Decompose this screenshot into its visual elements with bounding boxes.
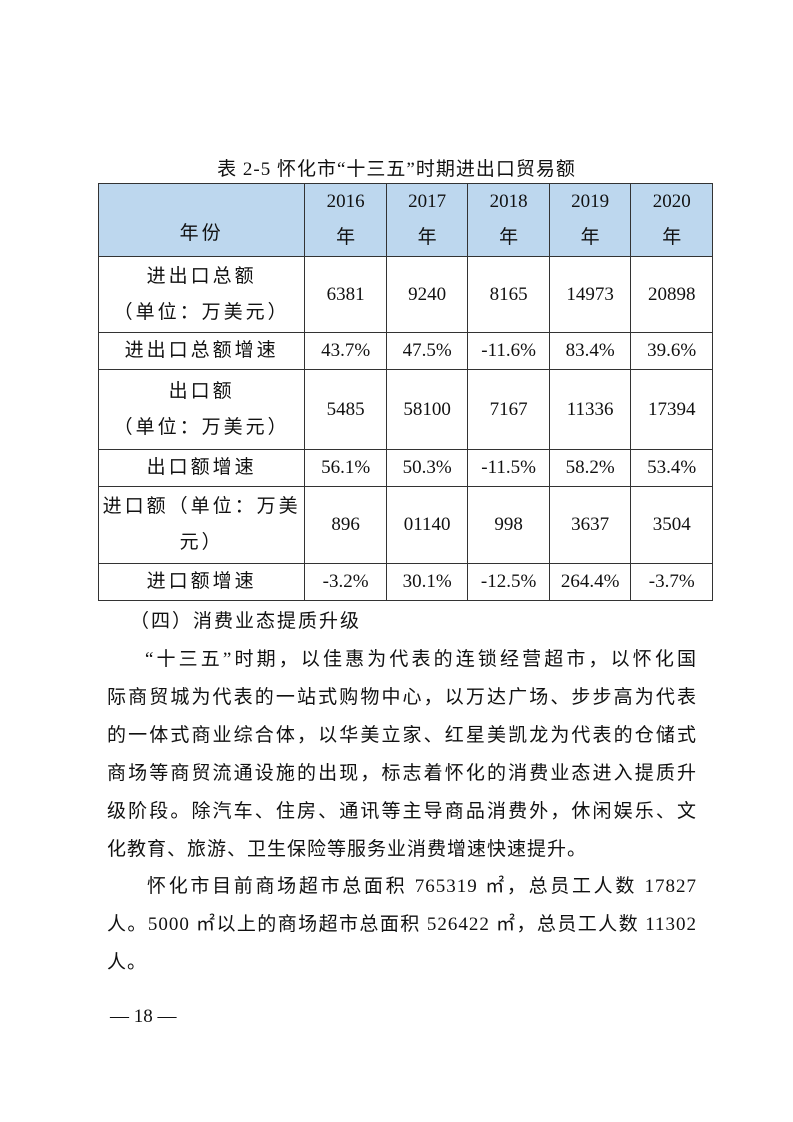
table-cell: 50.3% (385, 449, 469, 487)
row-label-line: 出口额增速 (146, 457, 257, 478)
header-year: 2018 年 (467, 183, 550, 257)
table-cell: -11.6% (467, 332, 550, 370)
table-row: 进出口总额 （单位：万美元） 6381 9240 8165 14973 20898 (97, 256, 713, 333)
table-cell: 30.1% (385, 563, 469, 601)
page-number: — 18 — (110, 1006, 177, 1027)
header-label: 年份 (97, 183, 306, 257)
row-label: 进口额（单位：万美 元） (97, 486, 306, 564)
table-cell: 9240 (385, 256, 469, 333)
row-label: 进出口总额增速 (97, 332, 306, 370)
table-cell: 998 (467, 486, 550, 564)
table-cell: 20898 (630, 256, 713, 333)
header-year: 2020 年 (630, 183, 713, 257)
table-cell: 5485 (304, 369, 387, 450)
header-year: 2016 年 (304, 183, 387, 257)
table-cell: 3504 (630, 486, 713, 564)
table-cell: 39.6% (630, 332, 713, 370)
table-cell: 896 (304, 486, 387, 564)
table-cell: 56.1% (304, 449, 387, 487)
table-row: 进口额增速 -3.2% 30.1% -12.5% 264.4% -3.7% (97, 563, 713, 601)
table-cell: 14973 (548, 256, 632, 333)
table-header-row: 年份 2016 年 2017 年 2018 年 2019 年 2020 年 (97, 183, 713, 257)
row-label-line: 进出口总额 (146, 265, 257, 287)
table-cell: 83.4% (548, 332, 632, 370)
row-label: 进出口总额 （单位：万美元） (97, 256, 306, 333)
table-cell: 11336 (548, 369, 632, 450)
table-cell: -11.5% (467, 449, 550, 487)
table-cell: 58.2% (548, 449, 632, 487)
row-label-line: 进出口总额增速 (124, 340, 279, 361)
paragraph-line: 级阶段。除汽车、住房、通讯等主导商品消费外，休闲娱乐、文 (107, 801, 697, 822)
paragraph-line: 怀化市目前商场超市总面积 765319 ㎡，总员工人数 17827 (147, 876, 697, 897)
table-cell: 3637 (548, 486, 632, 564)
table-cell: 6381 (304, 256, 387, 333)
row-label: 出口额 （单位：万美元） (97, 369, 306, 450)
table-row: 出口额 （单位：万美元） 5485 58100 7167 11336 17394 (97, 369, 713, 450)
table-cell: -3.2% (304, 563, 387, 601)
paragraph-line: 的一体式商业综合体，以华美立家、红星美凯龙为代表的仓储式 (107, 725, 697, 746)
table-row: 进出口总额增速 43.7% 47.5% -11.6% 83.4% 39.6% (97, 332, 713, 370)
row-label-line: 进口额（单位：万美 (102, 496, 301, 517)
row-label-line: 进口额增速 (146, 571, 257, 592)
table-cell: 264.4% (548, 563, 632, 601)
table-cell: 43.7% (304, 332, 387, 370)
trade-table: 年份 2016 年 2017 年 2018 年 2019 年 2020 年 进出口总额 （单… (97, 183, 713, 601)
row-label: 出口额增速 (97, 449, 306, 487)
table-cell: -12.5% (467, 563, 550, 601)
header-year: 2017 年 (385, 183, 469, 257)
table-row: 进口额（单位：万美 元） 896 01140 998 3637 3504 (97, 486, 713, 564)
row-label: 进口额增速 (97, 563, 306, 601)
paragraph-line: “十三五”时期，以佳惠为代表的连锁经营超市，以怀化国 (145, 649, 697, 670)
table-cell: 58100 (385, 369, 469, 450)
paragraph-line: 商场等商贸流通设施的出现，标志着怀化的消费业态进入提质升 (107, 763, 697, 784)
section-heading: （四）消费业态提质升级 (130, 611, 362, 632)
paragraph-line: 人。 (107, 952, 148, 973)
table-cell: 01140 (385, 486, 469, 564)
row-label-line: 元） (179, 532, 224, 553)
row-label-line: （单位：万美元） (113, 416, 290, 438)
table-cell: 7167 (467, 369, 550, 450)
table-cell: -3.7% (630, 563, 713, 601)
table-caption: 表 2-5 怀化市“十三五”时期进出口贸易额 (217, 159, 576, 180)
row-label-line: （单位：万美元） (113, 301, 290, 323)
table-cell: 17394 (630, 369, 713, 450)
table-row: 出口额增速 56.1% 50.3% -11.5% 58.2% 53.4% (97, 449, 713, 487)
row-label-line: 出口额 (168, 380, 235, 402)
table-cell: 47.5% (385, 332, 469, 370)
paragraph-line: 化教育、旅游、卫生保险等服务业消费增速快速提升。 (107, 839, 588, 860)
paragraph-line: 际商贸城为代表的一站式购物中心，以万达广场、步步高为代表 (107, 687, 697, 708)
paragraph-line: 人。5000 ㎡以上的商场超市总面积 526422 ㎡，总员工人数 11302 (107, 914, 697, 935)
table-cell: 8165 (467, 256, 550, 333)
table-cell: 53.4% (630, 449, 713, 487)
header-year: 2019 年 (548, 183, 632, 257)
